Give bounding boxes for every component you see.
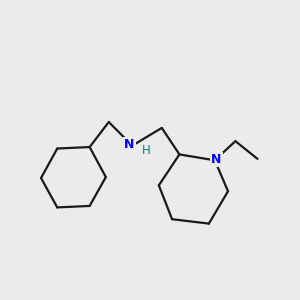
Text: H: H [142,144,151,157]
Text: N: N [124,138,135,151]
Text: N: N [212,153,222,166]
